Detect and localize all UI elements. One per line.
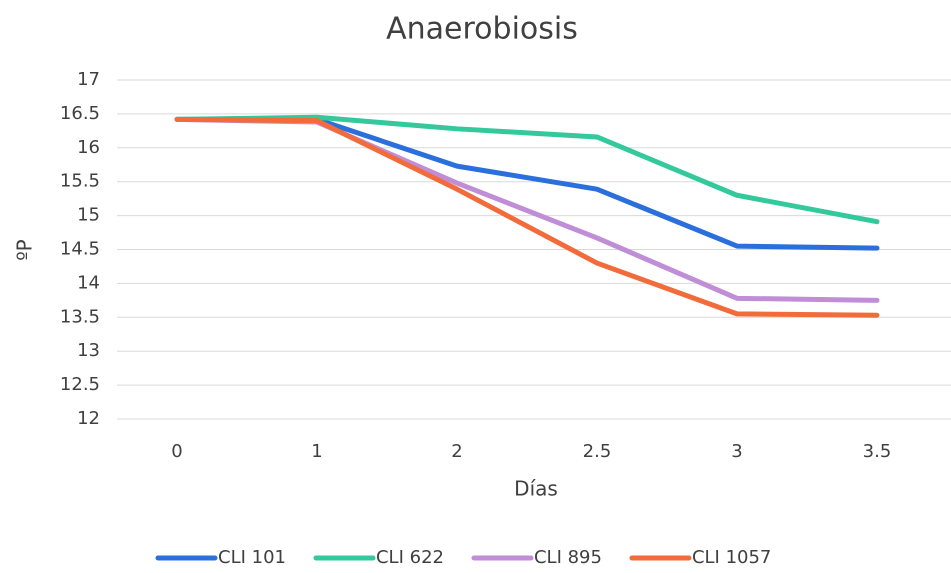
legend-label: CLI 622 [376,547,444,568]
y-tick-label: 12.5 [60,374,100,395]
legend-label: CLI 1057 [692,547,771,568]
y-tick-label: 13 [77,340,100,361]
y-tick-label: 15.5 [60,171,100,192]
y-tick-label: 16.5 [60,103,100,124]
legend: CLI 101 CLI 622 CLI 895 CLI 1057 [155,547,771,568]
y-tick-label: 16 [77,137,100,158]
x-axis-label: Días [514,477,558,501]
y-tick-label: 14.5 [60,239,100,260]
legend-label: CLI 895 [534,547,602,568]
y-axis-label: ºP [13,239,37,260]
y-tick-label: 13.5 [60,306,100,327]
series-line [174,116,880,318]
y-tick-label: 15 [77,205,100,226]
y-tick-label: 12 [77,408,100,429]
x-tick-label: 0 [171,441,182,462]
x-tick-label: 2.5 [583,441,612,462]
x-tick-label: 2 [451,441,462,462]
x-tick-label: 3 [731,441,742,462]
series-line [174,114,880,225]
chart-title: Anaerobiosis [386,12,578,47]
y-tick-label: 14 [77,272,100,293]
x-tick-label: 3.5 [863,441,892,462]
legend-label: CLI 101 [218,547,286,568]
series-line [174,116,880,303]
x-tick-label: 1 [311,441,322,462]
y-tick-label: 17 [77,69,100,90]
